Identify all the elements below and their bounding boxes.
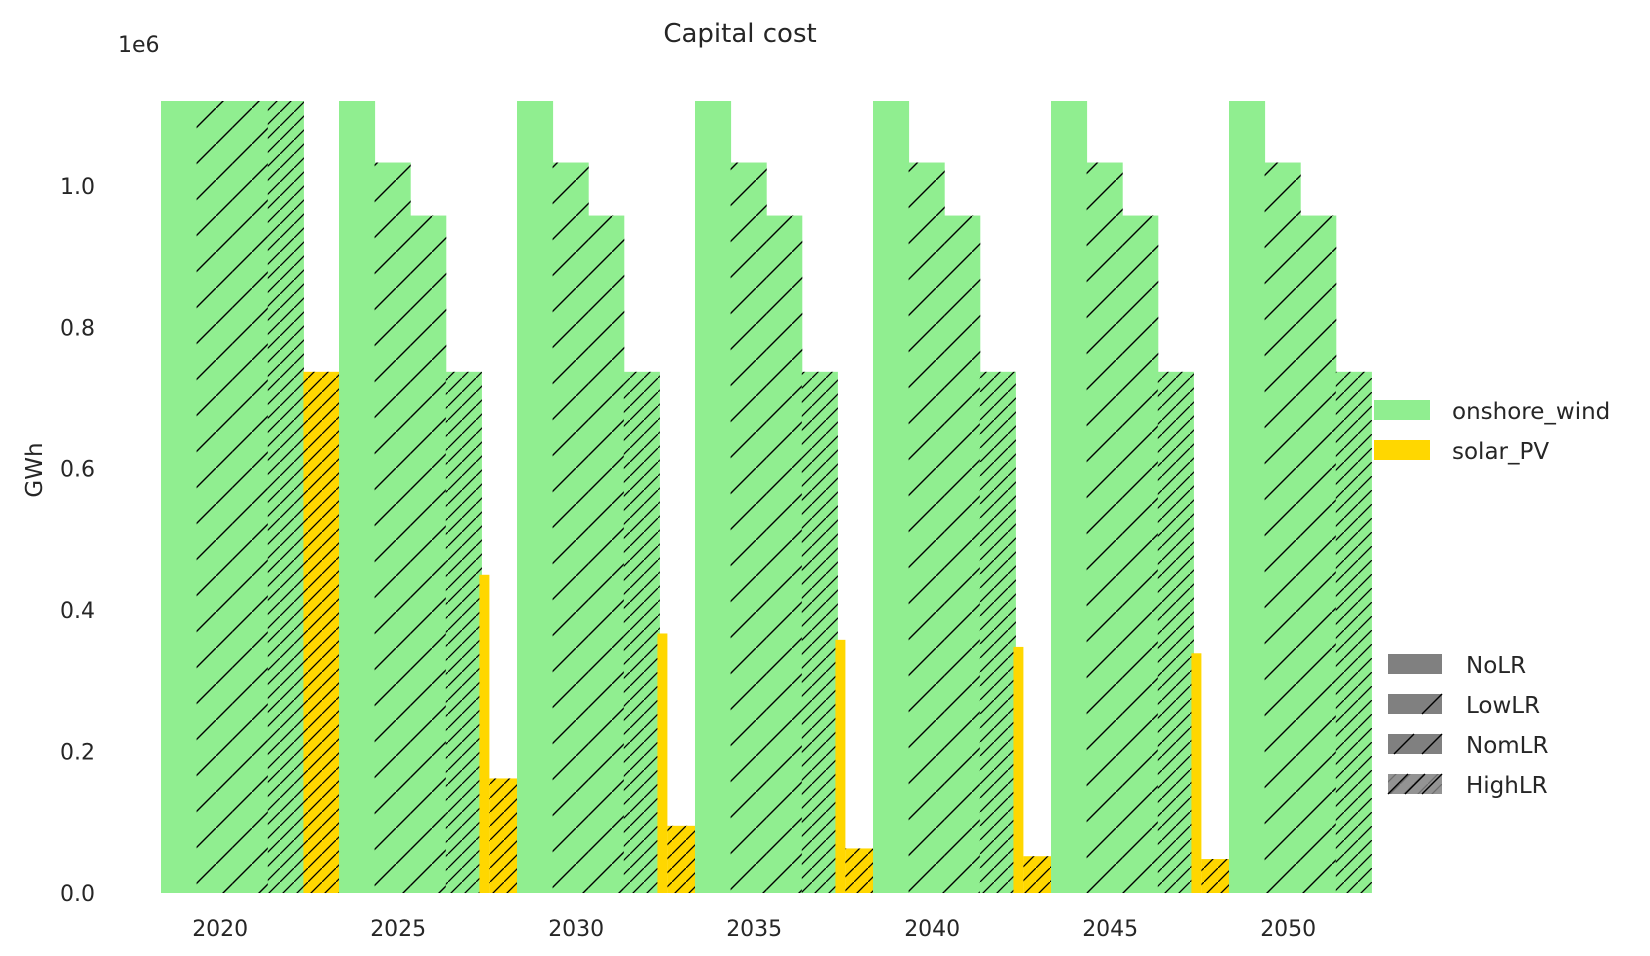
x-tick-label: 2030 — [548, 917, 604, 942]
legend-hatch-highlr-3 — [1421, 773, 1443, 795]
legend-swatch-solar-pv — [1374, 440, 1430, 460]
bar-hatch-onshore-wind-2045-LowLR — [1086, 162, 1123, 893]
legend-hatch-highlr-1 — [1387, 773, 1409, 795]
x-tick-label: 2050 — [1260, 917, 1316, 942]
x-tick-label: 2020 — [192, 917, 248, 942]
legend-swatch-nolr — [1388, 654, 1442, 674]
bar-onshore-wind-2025-NoLR — [339, 101, 376, 893]
x-tick-label: 2040 — [904, 917, 960, 942]
bar-hatch-onshore-wind-2040-LowLR — [908, 162, 945, 893]
y-tick-label: 0.2 — [60, 741, 95, 766]
x-tick-label: 2045 — [1082, 917, 1138, 942]
bar-hatch-onshore-wind-2035-NomLR — [766, 215, 803, 894]
y-tick-label: 0.4 — [60, 599, 95, 624]
bar-hatch-onshore-wind-2050-LowLR — [1264, 162, 1301, 893]
bar-hatch-onshore-wind-2020-NomLR — [232, 101, 269, 893]
bar-hatch-onshore-wind-2045-HighLR — [1157, 371, 1194, 894]
legend-label-highlr: HighLR — [1466, 773, 1548, 799]
legend-label-nolr: NoLR — [1466, 653, 1526, 679]
legend-hatch-lowlr — [1421, 693, 1443, 715]
y-offset-text: 1e6 — [118, 33, 160, 58]
x-tick-label: 2035 — [726, 917, 782, 942]
bar-hatch-onshore-wind-2025-NomLR — [410, 215, 447, 894]
bar-hatch-onshore-wind-2030-NomLR — [588, 215, 625, 894]
bar-hatch-onshore-wind-2050-HighLR — [1335, 371, 1372, 894]
bar-hatch-onshore-wind-2030-LowLR — [552, 162, 589, 893]
bar-hatch-onshore-wind-2045-NomLR — [1122, 215, 1159, 894]
legend-swatch-onshore-wind — [1374, 400, 1430, 420]
bar-hatch-onshore-wind-2020-LowLR — [196, 101, 233, 893]
legend-hatch-nomlr-2 — [1421, 733, 1443, 755]
bar-hatch-onshore-wind-2020-HighLR — [267, 101, 304, 893]
y-tick-labels: 0.0 0.2 0.4 0.6 0.8 1.0 — [60, 175, 95, 907]
x-tick-label: 2025 — [370, 917, 426, 942]
bar-hatch-onshore-wind-2050-NomLR — [1300, 215, 1337, 894]
y-tick-label: 0.8 — [60, 316, 95, 341]
bar-onshore-wind-2045-NoLR — [1051, 101, 1088, 893]
bar-hatch-onshore-wind-2030-HighLR — [623, 371, 660, 894]
x-tick-labels: 2020 2025 2030 2035 2040 2045 2050 — [192, 917, 1316, 942]
bar-solar-pv-2035-NoLR — [835, 639, 846, 893]
bar-hatch-onshore-wind-2040-NomLR — [944, 215, 981, 894]
bar-hatch-onshore-wind-2035-HighLR — [801, 371, 838, 894]
legend-swatch-lowlr — [1388, 694, 1442, 714]
legend-scenario: NoLR LowLR NomLR HighLR — [1387, 653, 1548, 799]
y-tick-label: 0.6 — [60, 458, 95, 483]
bar-hatch-onshore-wind-2040-HighLR — [979, 371, 1016, 894]
bar-onshore-wind-2035-NoLR — [695, 101, 732, 893]
bar-onshore-wind-2040-NoLR — [873, 101, 910, 893]
bar-solar-pv-2030-NoLR — [657, 633, 668, 893]
legend-label-lowlr: LowLR — [1466, 693, 1540, 719]
legend-hatch-nomlr-1 — [1393, 733, 1415, 755]
legend-technology: onshore_wind solar_PV — [1374, 399, 1610, 465]
legend-hatch-highlr-2 — [1404, 773, 1426, 795]
y-axis-label: GWh — [22, 442, 48, 497]
bar-onshore-wind-2020-NoLR — [161, 101, 198, 893]
bar-hatch-onshore-wind-2025-HighLR — [445, 371, 482, 894]
bar-onshore-wind-2030-NoLR — [517, 101, 554, 893]
chart-title: Capital cost — [663, 19, 816, 49]
bar-solar-pv-2025-NoLR — [479, 574, 490, 893]
bar-hatch-onshore-wind-2035-LowLR — [730, 162, 767, 893]
bar-onshore-wind-2050-NoLR — [1229, 101, 1266, 893]
bar-hatch-onshore-wind-2025-LowLR — [374, 162, 411, 893]
legend-swatch-nomlr — [1388, 734, 1442, 754]
bars — [161, 101, 1372, 894]
y-tick-label: 0.0 — [60, 882, 95, 907]
y-tick-label: 1.0 — [60, 175, 95, 200]
legend-label-onshore-wind: onshore_wind — [1452, 399, 1610, 425]
legend-label-solar-pv: solar_PV — [1452, 439, 1549, 465]
legend-label-nomlr: NomLR — [1466, 733, 1548, 759]
bar-solar-pv-2045-NoLR — [1191, 653, 1202, 893]
bar-solar-pv-2040-NoLR — [1013, 646, 1024, 893]
